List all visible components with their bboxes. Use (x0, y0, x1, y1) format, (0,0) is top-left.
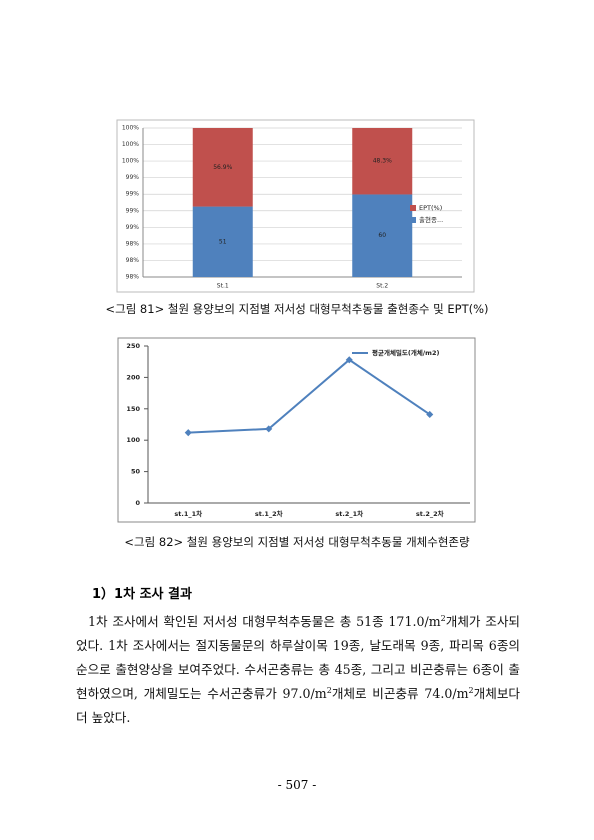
y-tick-label: 150 (126, 405, 140, 413)
page-number: - 507 - (277, 778, 317, 792)
text-run: 개체가 조사되었다. 1차 조사에서는 절지동물문의 하루살이목 19종, 날도… (76, 614, 520, 701)
x-tick-label: st.2_1차 (335, 509, 363, 518)
line (188, 358, 431, 434)
legend-swatch (410, 217, 416, 223)
text-run: 1차 조사에서 확인된 저서성 대형무척추동물은 총 51종 171.0/m (88, 614, 441, 629)
data-label: 51 (219, 238, 227, 245)
y-tick-label: 98% (126, 257, 140, 264)
y-tick-label: 99% (126, 207, 140, 214)
chart-species: 98% 98% 98% 99% 99% 99% 99% 100% 100% 100% St.1 51 5… (116, 119, 475, 293)
y-tick-label: 100% (122, 125, 139, 132)
y-tick-label: 99% (126, 174, 140, 181)
superscript: 2 (468, 685, 474, 695)
x-tick-label: st.1_2차 (255, 509, 283, 518)
legend-label: EPT(%) (419, 204, 442, 212)
y-tick-label: 250 (126, 342, 140, 350)
superscript: 2 (326, 685, 332, 695)
marker (345, 356, 353, 364)
bar-segment (192, 128, 253, 207)
legend-swatch (410, 205, 416, 211)
text-run: 개체로 비곤충류 74.0/m (331, 686, 469, 701)
legend-label: 평균개체밀도(개체/m2) (372, 348, 439, 357)
y-tick-label: 50 (131, 468, 141, 476)
y-tick-label: 98% (126, 240, 140, 247)
chart-frame (117, 337, 476, 523)
data-label: 60 (378, 232, 386, 239)
x-tick-label: St.2 (376, 283, 388, 290)
text-run: 개체보다 더 높았다. (76, 686, 520, 725)
section-heading: 1）1차 조사 결과 (92, 587, 192, 602)
y-tick-label: 98% (126, 274, 140, 281)
y-tick-label: 100% (122, 141, 139, 148)
y-tick-label: 100% (122, 158, 139, 165)
marker (184, 429, 192, 437)
data-label: 56.9% (213, 164, 232, 171)
y-tick-label: 99% (126, 224, 140, 231)
bar-segment (352, 128, 413, 195)
marker (426, 410, 434, 418)
bar-segment (352, 194, 413, 277)
y-tick-label: 99% (126, 191, 140, 198)
x-tick-label: st.2_2차 (416, 509, 444, 518)
y-tick-label: 200 (126, 373, 140, 381)
caption: <그림 81> 철원 용양보의 지점별 저서성 대형무척추동물 출현종수 및 E… (105, 302, 489, 316)
data-label: 48.3% (373, 158, 392, 165)
y-tick-label: 100 (126, 436, 140, 444)
legend-label: 출현종... (419, 215, 443, 224)
superscript: 2 (440, 613, 446, 623)
marker (265, 425, 273, 433)
x-tick-label: st.1_1차 (174, 509, 202, 518)
y-tick-label: 0 (135, 499, 140, 507)
bar-segment (192, 206, 253, 277)
body-text: 1차 조사에서 확인된 저서성 대형무척추동물은 총 51종 171.0/m2개… (76, 610, 520, 730)
caption: <그림 82> 철원 용양보의 지점별 저서성 대형무척추동물 개체수현존량 (124, 535, 470, 549)
x-tick-label: St.1 (217, 283, 229, 290)
